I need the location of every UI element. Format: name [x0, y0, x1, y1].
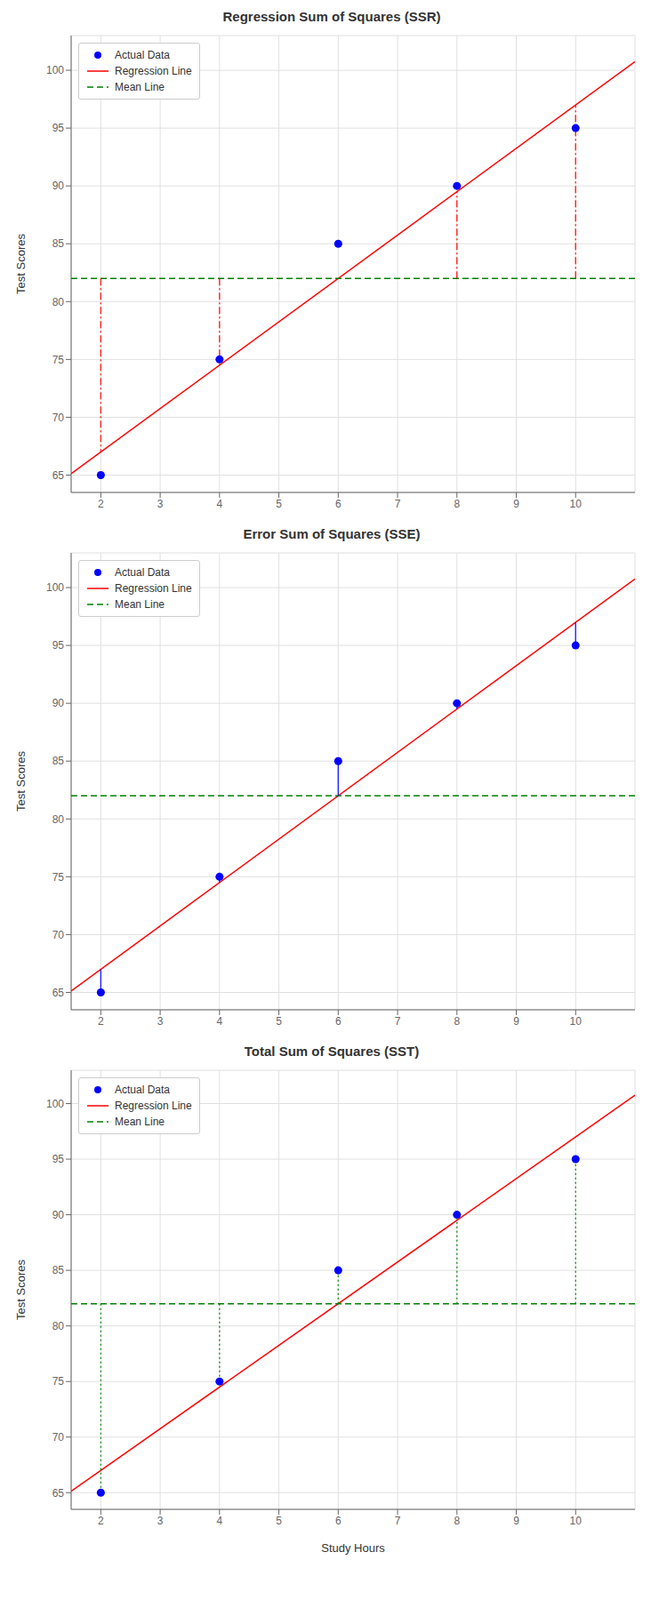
html-text:Regression Line: Regression Line	[114, 64, 192, 78]
html-text:Error Sum of Squares (SSE): Error Sum of Squares (SSE)	[243, 526, 421, 542]
svg-text:8: 8	[453, 1015, 460, 1029]
html-text:Regression Line: Regression Line	[114, 582, 192, 595]
svg-text:90: 90	[52, 697, 65, 710]
svg-text:9: 9	[513, 1015, 520, 1029]
html-text:Total Sum of Squares (SST): Total Sum of Squares (SST)	[244, 1044, 420, 1060]
svg-text:85: 85	[52, 237, 65, 250]
svg-text:95: 95	[52, 121, 65, 135]
svg-text:90: 90	[52, 1209, 65, 1222]
svg-text:5: 5	[275, 1515, 282, 1528]
svg-text:8: 8	[453, 498, 460, 511]
html-text:Mean Line: Mean Line	[114, 80, 165, 94]
html-text:Regression Line: Regression Line	[114, 1100, 192, 1113]
svg-text:10: 10	[570, 498, 583, 511]
svg-text:5: 5	[275, 498, 282, 511]
svg-text:75: 75	[52, 353, 65, 367]
svg-text:7: 7	[394, 1015, 402, 1029]
svg-text:70: 70	[52, 1431, 65, 1445]
svg-text:4: 4	[216, 1015, 223, 1029]
svg-text:100: 100	[46, 581, 65, 595]
svg-text:Test Scores: Test Scores	[14, 751, 28, 812]
html-text:Actual Data: Actual Data	[114, 566, 170, 579]
svg-text:9: 9	[513, 498, 520, 511]
svg-text:6: 6	[335, 498, 342, 511]
svg-text:70: 70	[52, 411, 65, 425]
svg-text:95: 95	[52, 639, 65, 652]
svg-text:4: 4	[216, 498, 223, 511]
svg-text:95: 95	[52, 1153, 65, 1166]
svg-text:Test Scores: Test Scores	[14, 233, 28, 295]
html-text:Regression Sum of Squares (SSR: Regression Sum of Squares (SSR)	[222, 8, 441, 25]
svg-text:10: 10	[570, 1515, 583, 1528]
svg-text:4: 4	[216, 1515, 223, 1528]
svg-text:75: 75	[52, 871, 65, 884]
svg-text:70: 70	[52, 929, 65, 942]
svg-text:80: 80	[52, 296, 65, 309]
svg-text:85: 85	[52, 755, 65, 768]
html-text:Mean Line: Mean Line	[114, 598, 165, 611]
svg-text:Study Hours: Study Hours	[321, 1542, 386, 1556]
svg-text:80: 80	[52, 813, 65, 827]
svg-text:10: 10	[570, 1015, 583, 1029]
svg-text:75: 75	[52, 1375, 65, 1389]
svg-text:5: 5	[275, 1015, 282, 1029]
svg-text:6: 6	[335, 1515, 342, 1528]
svg-text:7: 7	[394, 1515, 402, 1528]
svg-text:100: 100	[46, 64, 65, 77]
svg-text:2: 2	[97, 1015, 105, 1029]
svg-text:3: 3	[157, 1015, 164, 1029]
svg-text:100: 100	[46, 1098, 65, 1111]
svg-text:7: 7	[394, 498, 402, 511]
html-text:Actual Data: Actual Data	[114, 1084, 170, 1097]
svg-text:9: 9	[513, 1515, 520, 1528]
html-text:Mean Line: Mean Line	[114, 1116, 165, 1129]
svg-text:2: 2	[97, 1515, 105, 1528]
svg-text:65: 65	[52, 469, 65, 483]
svg-text:8: 8	[453, 1515, 460, 1528]
svg-text:65: 65	[52, 987, 65, 1000]
svg-text:90: 90	[52, 179, 65, 193]
html-text:Actual Data: Actual Data	[114, 48, 170, 62]
svg-text:3: 3	[157, 498, 164, 511]
svg-text:80: 80	[52, 1320, 65, 1334]
svg-text:2: 2	[97, 498, 105, 511]
svg-text:6: 6	[335, 1015, 342, 1029]
svg-text:65: 65	[52, 1487, 65, 1501]
svg-text:85: 85	[52, 1264, 65, 1278]
svg-text:3: 3	[157, 1515, 164, 1528]
svg-text:Test Scores: Test Scores	[14, 1260, 28, 1321]
